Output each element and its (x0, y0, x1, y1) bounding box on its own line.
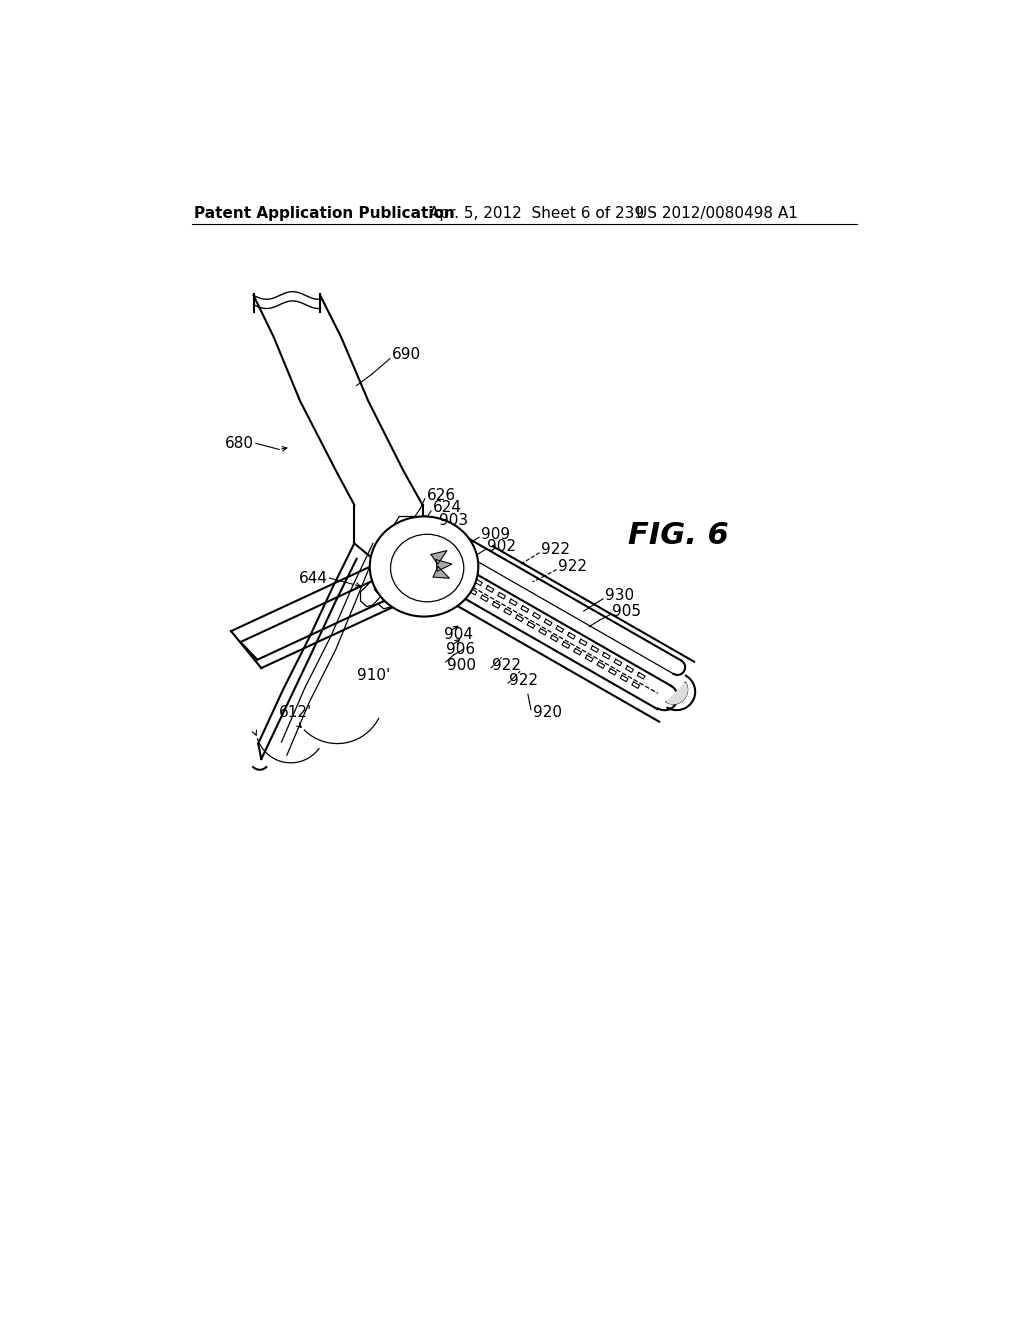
Text: 612': 612' (280, 705, 312, 721)
Text: 922: 922 (493, 657, 521, 673)
Text: 624: 624 (432, 500, 462, 516)
Text: 922: 922 (509, 673, 539, 688)
Text: 920: 920 (532, 705, 561, 721)
Text: 903: 903 (438, 512, 468, 528)
Text: US 2012/0080498 A1: US 2012/0080498 A1 (636, 206, 798, 222)
Text: 906: 906 (445, 642, 475, 657)
Text: 690: 690 (391, 347, 421, 362)
Polygon shape (433, 566, 450, 578)
Text: FIG. 6: FIG. 6 (628, 521, 729, 550)
Text: Apr. 5, 2012  Sheet 6 of 239: Apr. 5, 2012 Sheet 6 of 239 (429, 206, 644, 222)
Polygon shape (667, 682, 687, 704)
Text: 626: 626 (426, 488, 456, 503)
Text: 922: 922 (541, 543, 570, 557)
Text: 680: 680 (224, 436, 254, 451)
Text: 902: 902 (486, 539, 516, 554)
Text: 909: 909 (480, 527, 510, 541)
Text: 905: 905 (612, 603, 641, 619)
Text: 910': 910' (356, 668, 390, 684)
Text: 900: 900 (447, 657, 476, 673)
Text: 904: 904 (444, 627, 473, 642)
Text: 922: 922 (558, 558, 587, 574)
Text: 930: 930 (604, 589, 634, 603)
Text: 644: 644 (299, 570, 328, 586)
Polygon shape (431, 550, 446, 564)
Text: Patent Application Publication: Patent Application Publication (194, 206, 455, 222)
Ellipse shape (370, 516, 478, 616)
Polygon shape (436, 560, 452, 572)
